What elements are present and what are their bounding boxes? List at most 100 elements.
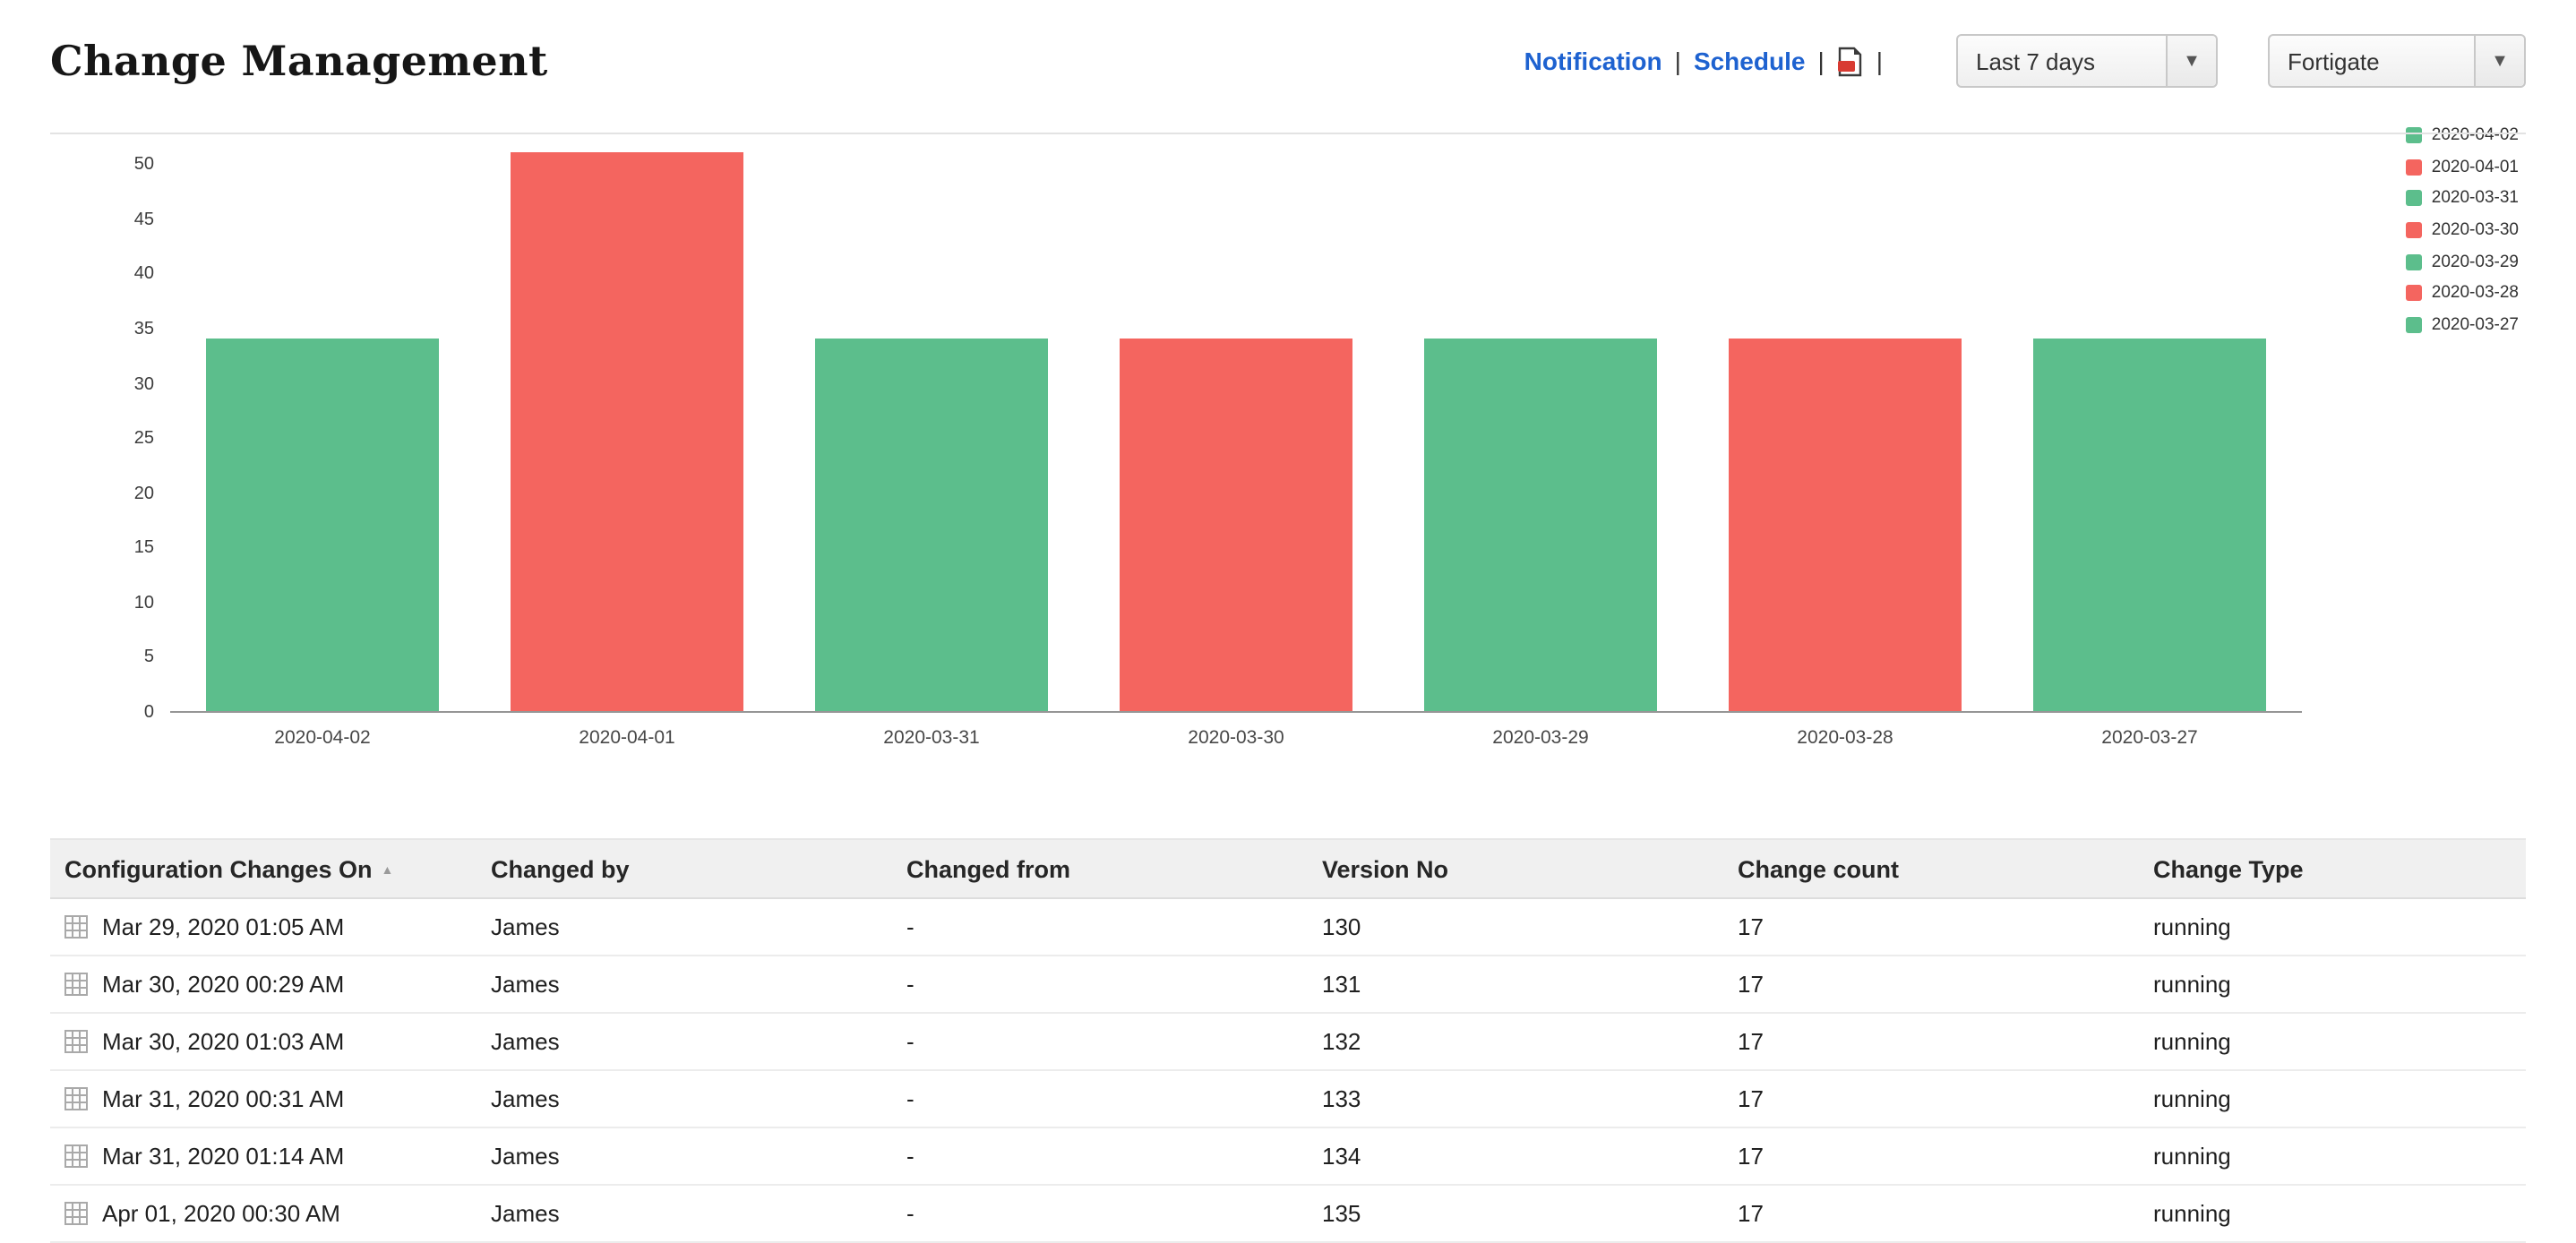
x-tick-label: 2020-04-02 (274, 727, 371, 749)
column-header-change-count[interactable]: Change count (1723, 838, 2139, 899)
cell-change-count: 17 (1723, 956, 2139, 1014)
cell-version-no: 134 (1308, 1127, 1723, 1186)
legend-item-2020-03-29[interactable]: 2020-03-29 (2406, 246, 2519, 278)
column-header-label: Version No (1322, 855, 1449, 882)
column-header-label: Configuration Changes On (64, 855, 373, 882)
device-value: Fortigate (2288, 47, 2380, 74)
table-row[interactable]: Mar 31, 2020 01:14 AM James -134 17 running (50, 1127, 2526, 1186)
legend-item-2020-03-30[interactable]: 2020-03-30 (2406, 215, 2519, 246)
time-range-select[interactable]: Last 7 days ▼ (1956, 34, 2218, 88)
config-change-date: Mar 31, 2020 01:14 AM (102, 1143, 345, 1170)
x-axis-labels: 2020-04-02 2020-04-01 2020-03-31 2020-03-30… (170, 713, 2302, 749)
legend-swatch (2406, 316, 2423, 333)
pdf-export-icon[interactable] (1837, 46, 1864, 76)
cell-changed-by: James (477, 898, 892, 956)
x-tick-label: 2020-03-29 (1492, 727, 1589, 749)
bar-2020-03-30[interactable] (1120, 339, 1352, 711)
cell-change-count: 17 (1723, 1127, 2139, 1186)
legend-swatch (2406, 190, 2423, 207)
table-row[interactable]: Mar 30, 2020 00:29 AM James -131 17 running (50, 956, 2526, 1014)
notification-link[interactable]: Notification (1524, 47, 1662, 75)
page-title: Change Management (50, 37, 548, 85)
config-grid-icon[interactable] (64, 915, 88, 939)
bar-slot (1997, 339, 2302, 711)
column-header-label: Changed from (906, 855, 1071, 882)
legend-label: 2020-03-27 (2431, 314, 2519, 335)
bar-2020-04-02[interactable] (206, 339, 439, 711)
config-grid-icon[interactable] (64, 973, 88, 996)
table-row[interactable]: Mar 31, 2020 00:31 AM James -133 17 running (50, 1070, 2526, 1128)
cell-change-type: running (2139, 1070, 2526, 1128)
bar-2020-03-29[interactable] (1424, 339, 1657, 711)
chevron-down-icon[interactable]: ▼ (2166, 36, 2216, 86)
cell-changed-by: James (477, 1185, 892, 1243)
chart-top-border (50, 133, 2526, 134)
table-row[interactable]: Mar 30, 2020 01:03 AM James -132 17 running (50, 1013, 2526, 1071)
bar-2020-03-28[interactable] (1729, 339, 1962, 711)
legend-swatch (2406, 285, 2423, 302)
y-tick-label: 50 (133, 155, 154, 176)
cell-changed-by: James (477, 1013, 892, 1071)
legend-label: 2020-03-31 (2431, 188, 2519, 209)
cell-configuration-changes-on: Mar 31, 2020 00:31 AM (50, 1070, 477, 1128)
schedule-link[interactable]: Schedule (1693, 47, 1806, 75)
legend-swatch (2406, 222, 2423, 239)
legend-item-2020-03-27[interactable]: 2020-03-27 (2406, 309, 2519, 340)
cell-change-count: 17 (1723, 1013, 2139, 1071)
cell-configuration-changes-on: Apr 01, 2020 00:30 AM (50, 1185, 477, 1243)
legend-item-2020-03-31[interactable]: 2020-03-31 (2406, 183, 2519, 214)
cell-changed-from: - (892, 1127, 1308, 1186)
y-axis: 0 5 10 15 20 25 30 35 40 45 50 (50, 133, 154, 723)
column-header-configuration-changes-on[interactable]: Configuration Changes On ▲ (50, 838, 477, 899)
column-header-label: Change count (1738, 855, 1899, 882)
config-change-date: Apr 01, 2020 00:30 AM (102, 1200, 340, 1227)
device-select[interactable]: Fortigate ▼ (2268, 34, 2526, 88)
config-change-date: Mar 30, 2020 01:03 AM (102, 1028, 345, 1055)
cell-changed-by: James (477, 1127, 892, 1186)
legend-item-2020-04-01[interactable]: 2020-04-01 (2406, 151, 2519, 183)
y-tick-label: 20 (133, 484, 154, 504)
bar-2020-03-31[interactable] (815, 339, 1048, 711)
config-change-date: Mar 30, 2020 00:29 AM (102, 971, 345, 998)
pdf-export-glyph (1838, 46, 1862, 76)
cell-change-count: 17 (1723, 898, 2139, 956)
x-tick-label: 2020-03-30 (1188, 727, 1284, 749)
bar-2020-03-27[interactable] (2033, 339, 2266, 711)
cell-changed-by: James (477, 956, 892, 1014)
table-row[interactable]: Mar 29, 2020 01:05 AM James -130 17 running (50, 898, 2526, 956)
bar-2020-04-01[interactable] (511, 152, 743, 711)
config-grid-icon[interactable] (64, 1144, 88, 1168)
x-tick-label: 2020-03-28 (1797, 727, 1893, 749)
separator: | (1817, 47, 1825, 75)
legend-item-2020-03-28[interactable]: 2020-03-28 (2406, 278, 2519, 309)
page-header: Change Management Notification | Schedul… (0, 0, 2576, 100)
config-grid-icon[interactable] (64, 1202, 88, 1225)
legend-swatch (2406, 159, 2423, 176)
cell-changed-from: - (892, 898, 1308, 956)
chart-plot-area (170, 133, 2302, 713)
chevron-down-icon[interactable]: ▼ (2474, 36, 2524, 86)
chart-plot (170, 133, 2302, 713)
column-header-changed-from[interactable]: Changed from (892, 838, 1308, 899)
config-change-date: Mar 29, 2020 01:05 AM (102, 913, 345, 940)
column-header-version-no[interactable]: Version No (1308, 838, 1723, 899)
legend-label: 2020-03-30 (2431, 220, 2519, 241)
table-row[interactable]: Apr 01, 2020 00:30 AM James -135 17 running (50, 1185, 2526, 1243)
legend-item-2020-04-02[interactable]: 2020-04-02 (2406, 120, 2519, 151)
legend-swatch (2406, 127, 2423, 144)
sort-ascending-icon[interactable]: ▲ (381, 864, 394, 877)
table-header-row: Configuration Changes On ▲ Changed by Chang… (50, 838, 2526, 899)
table-body: Mar 29, 2020 01:05 AM James -130 17 running M… (50, 898, 2526, 1243)
column-header-changed-by[interactable]: Changed by (477, 838, 892, 899)
cell-changed-from: - (892, 956, 1308, 1014)
legend-label: 2020-03-28 (2431, 283, 2519, 304)
cell-change-type: running (2139, 1185, 2526, 1243)
cell-change-count: 17 (1723, 1185, 2139, 1243)
column-header-change-type[interactable]: Change Type (2139, 838, 2526, 899)
cell-version-no: 135 (1308, 1185, 1723, 1243)
config-grid-icon[interactable] (64, 1030, 88, 1053)
y-tick-label: 10 (133, 593, 154, 613)
config-grid-icon[interactable] (64, 1087, 88, 1110)
y-tick-label: 0 (143, 703, 154, 723)
y-tick-label: 15 (133, 538, 154, 559)
